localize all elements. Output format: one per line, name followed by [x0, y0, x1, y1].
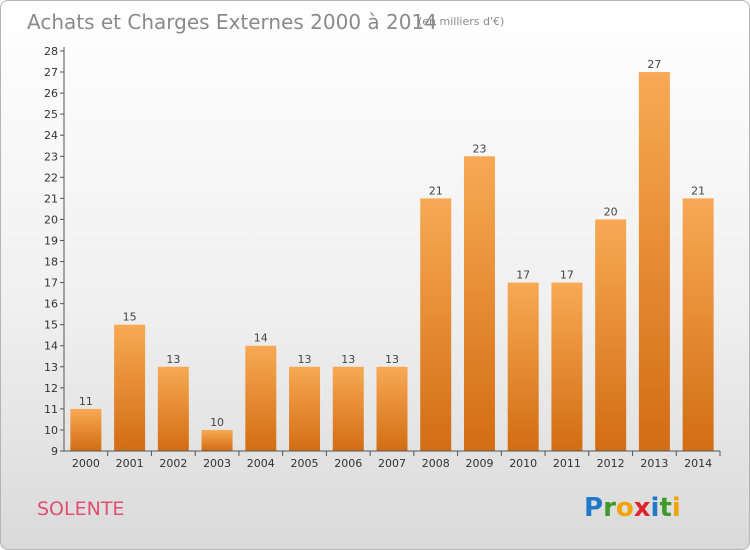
data-label: 13: [385, 353, 399, 366]
y-tick-label: 25: [44, 108, 58, 121]
bar: [507, 282, 539, 451]
y-tick-label: 18: [44, 256, 58, 269]
data-label: 13: [341, 353, 355, 366]
x-tick-label: 2011: [553, 457, 581, 470]
bar: [551, 282, 583, 451]
proxiti-letter: i: [672, 493, 681, 523]
y-tick-label: 26: [44, 87, 58, 100]
x-tick-label: 2013: [640, 457, 668, 470]
bar: [682, 198, 714, 451]
proxiti-letter: P: [584, 493, 603, 523]
bar: [114, 324, 146, 451]
proxiti-letter: r: [603, 493, 616, 523]
y-tick-label: 13: [44, 361, 58, 374]
data-label: 21: [691, 184, 705, 197]
data-label: 10: [210, 416, 224, 429]
x-tick-label: 2002: [159, 457, 187, 470]
chart-subtitle: (en milliers d'€): [418, 15, 504, 28]
y-tick-label: 28: [44, 45, 58, 58]
y-tick-label: 19: [44, 234, 58, 247]
x-tick-label: 2004: [247, 457, 275, 470]
bar: [245, 345, 277, 451]
data-label: 14: [254, 332, 268, 345]
y-tick-label: 14: [44, 340, 58, 353]
data-label: 13: [298, 353, 312, 366]
bar: [420, 198, 452, 451]
proxiti-letter: x: [634, 493, 651, 523]
y-tick-label: 17: [44, 277, 58, 290]
y-tick-label: 10: [44, 424, 58, 437]
y-tick-label: 21: [44, 192, 58, 205]
commune-name: SOLENTE: [37, 498, 124, 520]
data-label: 13: [166, 353, 180, 366]
proxiti-letter: t: [659, 493, 671, 523]
y-tick-label: 27: [44, 66, 58, 79]
x-tick-label: 2001: [116, 457, 144, 470]
y-tick-label: 22: [44, 171, 58, 184]
y-tick-label: 20: [44, 213, 58, 226]
y-axis: 9 10 11 12 13 14 15 16 17 18 19 20 21 22 23 24 25 26 27 28: [44, 45, 65, 458]
x-axis: 2000 2001 2002 2003 2004 2005 2006 2007 2008 2009…: [64, 450, 721, 470]
data-label: 15: [123, 311, 137, 324]
bar: [201, 429, 233, 451]
data-label: 21: [429, 184, 443, 197]
x-tick-label: 2005: [291, 457, 319, 470]
y-tick-label: 16: [44, 298, 58, 311]
data-label: 27: [647, 58, 661, 71]
x-tick-label: 2008: [422, 457, 450, 470]
data-label: 20: [604, 205, 618, 218]
x-tick-label: 2009: [465, 457, 493, 470]
data-label: 11: [79, 395, 93, 408]
x-tick-label: 2014: [684, 457, 712, 470]
chart-title: Achats et Charges Externes 2000 à 2014: [27, 10, 437, 34]
x-tick-label: 2003: [203, 457, 231, 470]
y-tick-label: 11: [44, 403, 58, 416]
bar: [638, 72, 670, 451]
data-label: 17: [560, 269, 574, 282]
bar: [463, 156, 495, 451]
proxiti-letter: o: [616, 493, 634, 523]
proxiti-letter: i: [651, 493, 660, 523]
y-tick-label: 15: [44, 319, 58, 332]
x-tick-label: 2010: [509, 457, 537, 470]
bar: [289, 366, 321, 451]
bar: [376, 366, 408, 451]
x-tick-label: 2012: [597, 457, 625, 470]
proxiti-logo: Proxiti: [584, 493, 681, 523]
data-label: 17: [516, 269, 530, 282]
bar: [157, 366, 189, 451]
bar: [595, 219, 627, 451]
bars: 11 15 13 10 14 13 13 13 21 23 17 17 20 27 21: [70, 58, 714, 451]
y-tick-label: 23: [44, 150, 58, 163]
data-label: 23: [472, 142, 486, 155]
y-tick-label: 24: [44, 129, 58, 142]
x-tick-label: 2007: [378, 457, 406, 470]
bar: [332, 366, 364, 451]
y-tick-label: 9: [51, 445, 58, 458]
x-tick-label: 2006: [334, 457, 362, 470]
bar: [70, 408, 102, 451]
y-tick-label: 12: [44, 382, 58, 395]
x-tick-label: 2000: [72, 457, 100, 470]
